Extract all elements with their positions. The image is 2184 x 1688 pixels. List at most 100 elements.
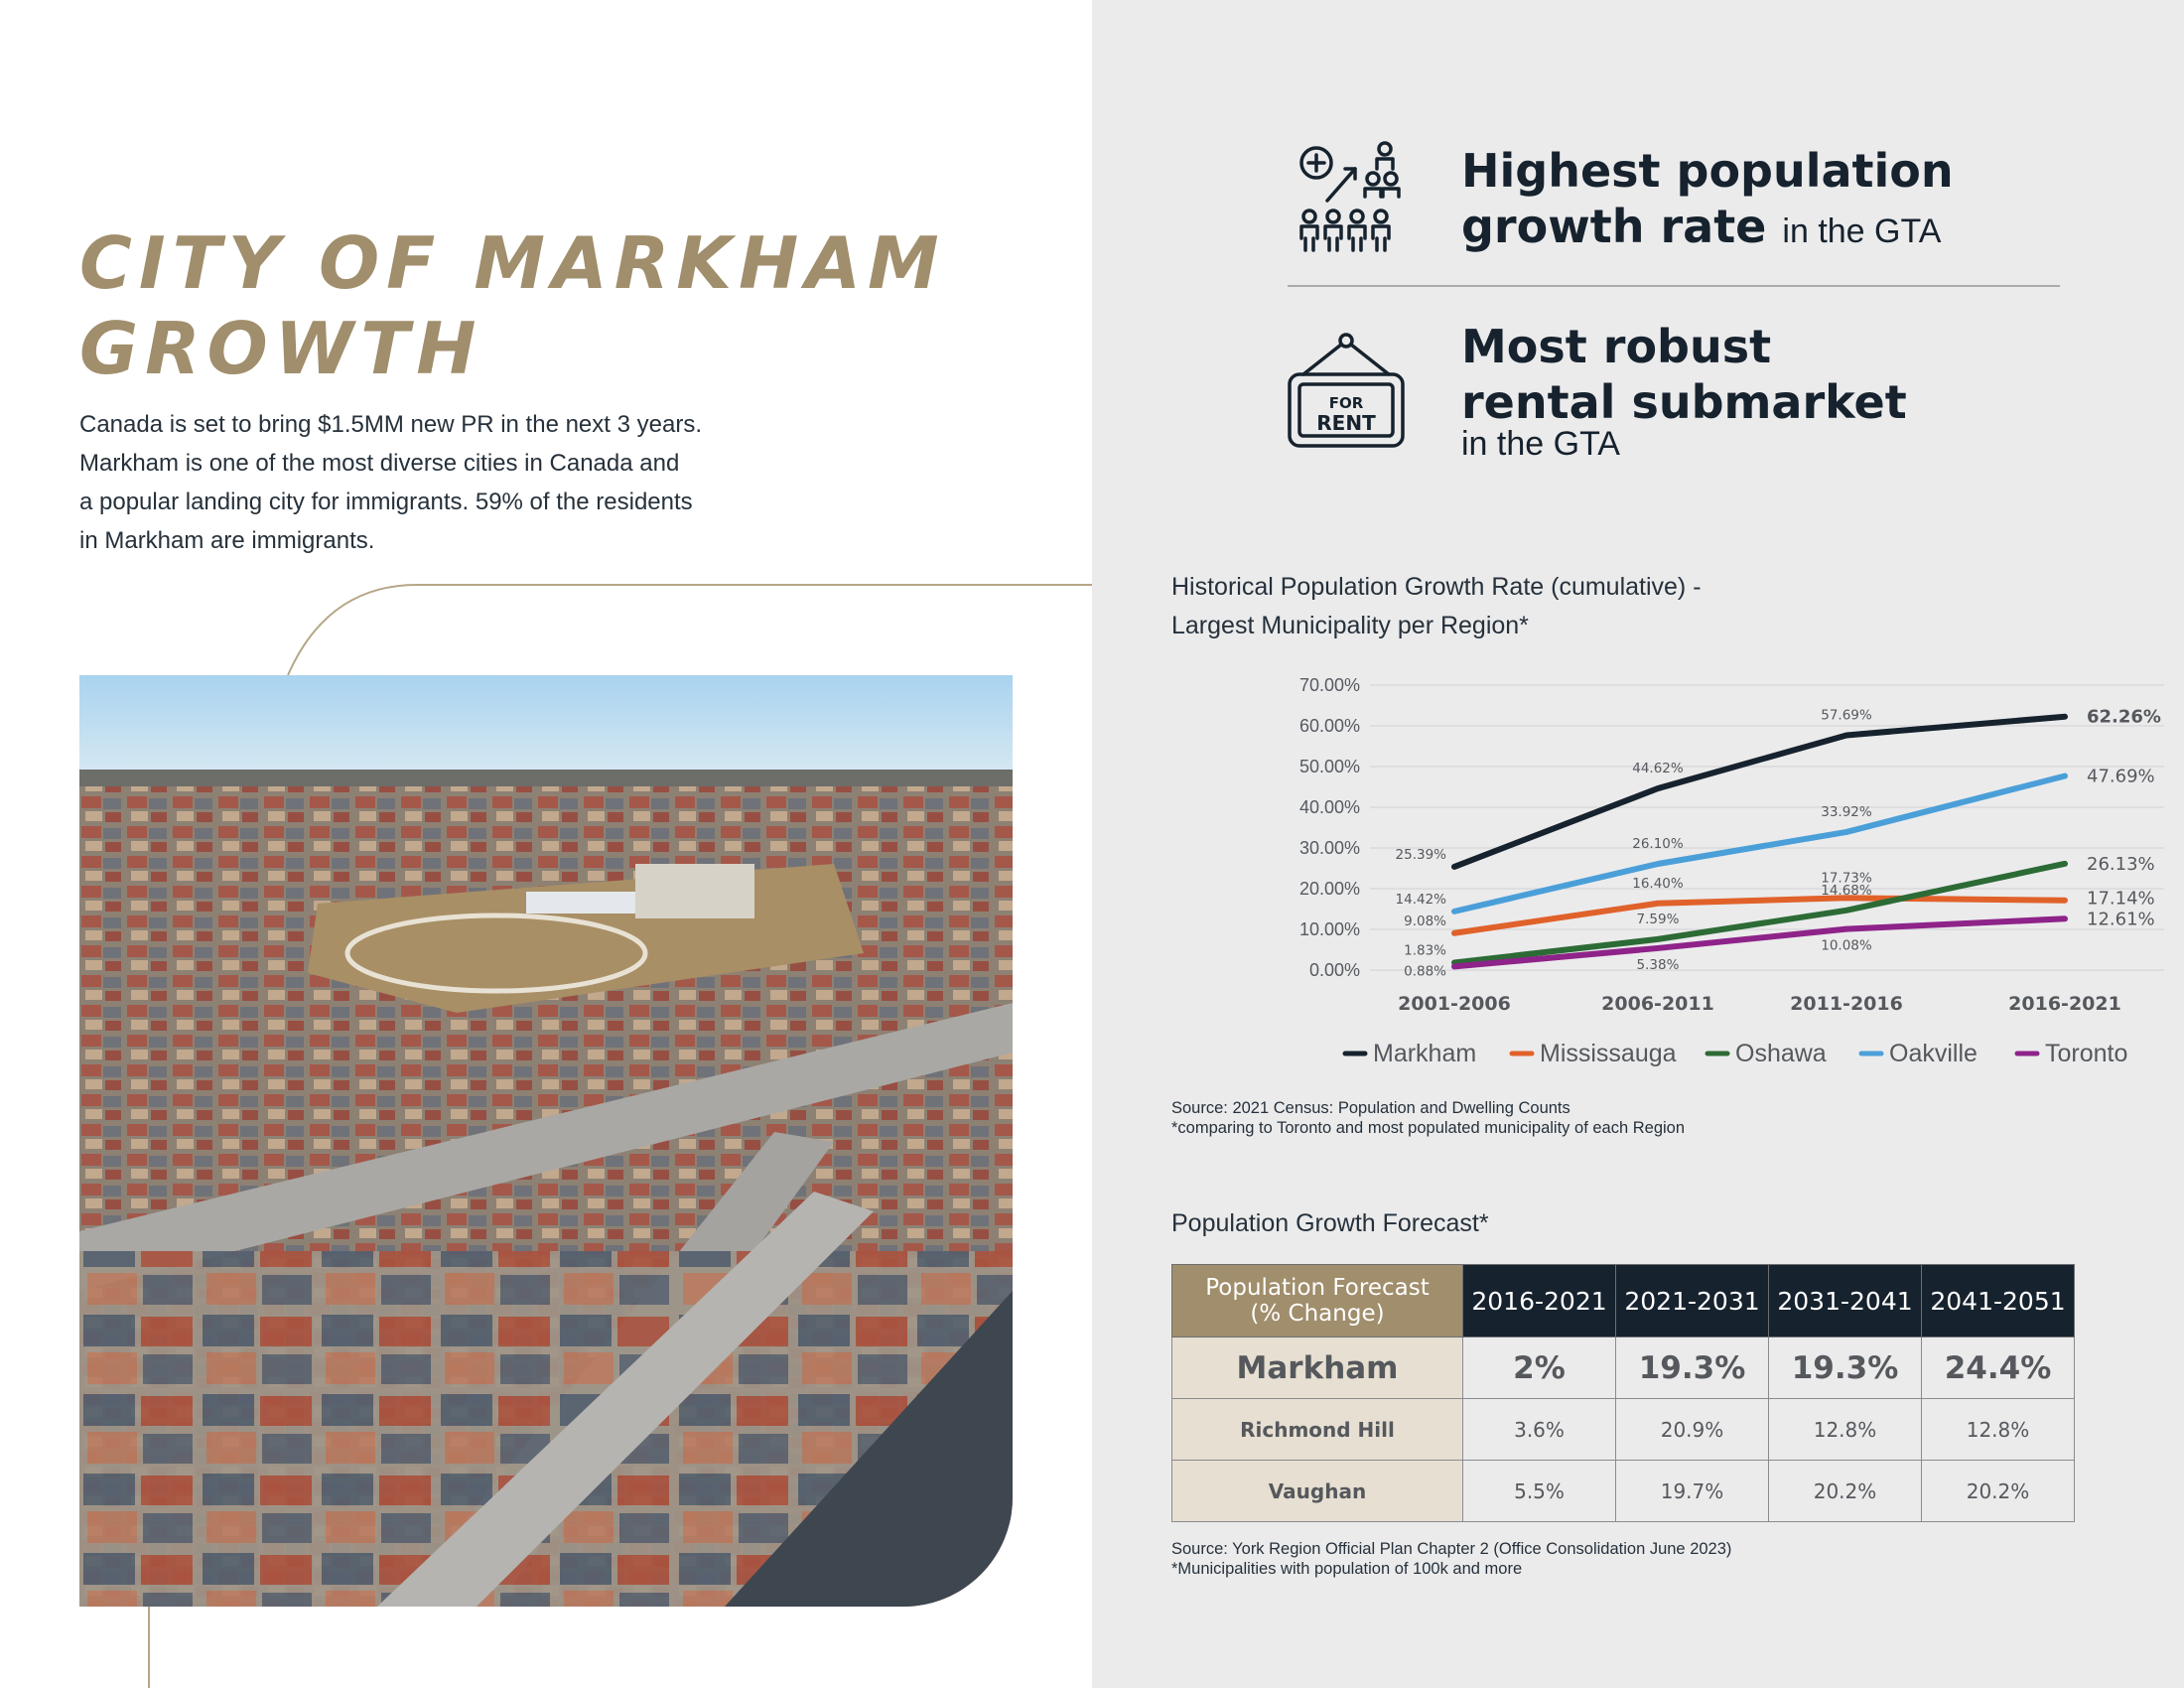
data-label: 10.08% xyxy=(1821,938,1872,954)
feature-heading-line: rental submarket xyxy=(1461,375,1907,429)
forecast-source-note: Source: York Region Official Plan Chapte… xyxy=(1171,1539,1731,1579)
right-panel: Highest population growth rate in the GT… xyxy=(1092,0,2184,1688)
table-cell: 3.6% xyxy=(1462,1398,1616,1461)
data-label: 12.61% xyxy=(2087,909,2155,929)
data-label: 25.39% xyxy=(1396,847,1447,863)
series-line-toronto xyxy=(1451,915,2068,970)
series-line-markham xyxy=(1451,713,2068,870)
data-label: 47.69% xyxy=(2087,766,2155,786)
data-label: 26.13% xyxy=(2087,854,2155,875)
intro-line: Canada is set to bring $1.5MM new PR in … xyxy=(79,411,702,438)
data-label: 17.14% xyxy=(2087,889,2155,910)
table-column-header: 2041-2051 xyxy=(1921,1264,2075,1337)
chart-source-line: *comparing to Toronto and most populated… xyxy=(1171,1119,1686,1137)
sign-text-rent: RENT xyxy=(1316,411,1376,435)
data-label: 62.26% xyxy=(2087,707,2161,728)
intro-line: Markham is one of the most diverse citie… xyxy=(79,450,680,477)
x-axis-tick-label: 2001-2006 xyxy=(1398,993,1511,1015)
population-growth-icon xyxy=(1299,141,1401,252)
corner-header-line: Population Forecast xyxy=(1205,1275,1430,1301)
series-line-mississauga xyxy=(1451,895,2068,936)
table-cell: 19.3% xyxy=(1615,1336,1769,1399)
table-cell: 12.8% xyxy=(1921,1398,2075,1461)
forecast-table-title: Population Growth Forecast* xyxy=(1171,1209,1489,1237)
y-axis-tick-label: 10.00% xyxy=(1299,919,1360,939)
chart-source-note: Source: 2021 Census: Population and Dwel… xyxy=(1171,1098,1685,1138)
x-axis-tick-label: 2006-2011 xyxy=(1601,993,1714,1015)
data-label: 57.69% xyxy=(1821,707,1872,723)
intro-line: in Markham are immigrants. xyxy=(79,527,375,554)
data-label: 5.38% xyxy=(1637,957,1680,973)
table-row-header: Markham xyxy=(1171,1336,1463,1399)
page-title: CITY OF MARKHAM GROWTH xyxy=(79,220,946,391)
data-label: 44.62% xyxy=(1632,761,1684,776)
feature-growth-heading: Highest population growth rate in the GT… xyxy=(1461,143,1954,259)
series-line-oshawa xyxy=(1451,860,2068,966)
y-axis-tick-label: 70.00% xyxy=(1299,675,1360,695)
table-column-header: 2031-2041 xyxy=(1768,1264,1922,1337)
y-axis-tick-label: 30.00% xyxy=(1299,838,1360,858)
legend-label: Toronto xyxy=(2045,1040,2127,1067)
forecast-source-line: Source: York Region Official Plan Chapte… xyxy=(1171,1540,1732,1558)
y-axis-tick-label: 0.00% xyxy=(1309,960,1360,980)
x-axis-tick-label: 2011-2016 xyxy=(1790,993,1903,1015)
table-column-header: 2021-2031 xyxy=(1615,1264,1769,1337)
legend-label: Oakville xyxy=(1889,1040,1978,1067)
data-label: 26.10% xyxy=(1632,836,1684,852)
y-axis-tick-label: 50.00% xyxy=(1299,757,1360,776)
table-row: Richmond Hill 3.6% 20.9% 12.8% 12.8% xyxy=(1171,1398,2075,1461)
data-label: 17.73% xyxy=(1821,870,1872,886)
feature-divider xyxy=(1288,285,2060,287)
table-header-row: Population Forecast (% Change) 2016-2021… xyxy=(1171,1264,2075,1337)
feature-heading-line: growth rate xyxy=(1461,200,1767,253)
data-label: 14.68% xyxy=(1821,883,1872,899)
table-corner-header: Population Forecast (% Change) xyxy=(1171,1264,1463,1337)
table-cell: 20.2% xyxy=(1921,1460,2075,1522)
table-cell: 5.5% xyxy=(1462,1460,1616,1522)
legend-label: Oshawa xyxy=(1735,1040,1827,1067)
table-cell: 19.7% xyxy=(1615,1460,1769,1522)
aerial-photo-illustration xyxy=(79,675,1013,1607)
feature-heading-line: Most robust xyxy=(1461,320,1772,373)
data-label: 0.88% xyxy=(1404,963,1446,979)
y-axis-tick-label: 40.00% xyxy=(1299,797,1360,817)
x-axis-tick-label: 2016-2021 xyxy=(2008,993,2121,1015)
left-panel: CITY OF MARKHAM GROWTH Canada is set to … xyxy=(79,220,1092,1688)
feature-rental-heading: Most robust rental submarket xyxy=(1461,319,1907,430)
data-label: 14.42% xyxy=(1396,892,1447,908)
table-row-header: Vaughan xyxy=(1171,1460,1463,1522)
feature-heading-line: Highest population xyxy=(1461,144,1954,198)
page-title-line: GROWTH xyxy=(79,307,483,390)
table-cell: 2% xyxy=(1462,1336,1616,1399)
chart-title: Historical Population Growth Rate (cumul… xyxy=(1171,568,1702,645)
for-rent-sign-icon: FOR RENT xyxy=(1288,333,1405,448)
population-growth-line-chart: 0.00% 10.00% 20.00% 30.00% 40.00% 50.00% 60.00… xyxy=(1299,675,2164,1067)
intro-paragraph: Canada is set to bring $1.5MM new PR in … xyxy=(79,405,834,560)
table-row-header: Richmond Hill xyxy=(1171,1398,1463,1461)
chart-source-line: Source: 2021 Census: Population and Dwel… xyxy=(1171,1099,1570,1117)
decorative-curve-line xyxy=(148,584,1092,1688)
data-label: 1.83% xyxy=(1404,942,1446,958)
series-line-oakville xyxy=(1451,773,2068,914)
table-cell: 19.3% xyxy=(1768,1336,1922,1399)
data-label: 33.92% xyxy=(1821,804,1872,820)
table-row: Vaughan 5.5% 19.7% 20.2% 20.2% xyxy=(1171,1460,2075,1522)
population-forecast-table: Population Forecast (% Change) 2016-2021… xyxy=(1171,1264,2075,1522)
y-axis-tick-label: 60.00% xyxy=(1299,716,1360,736)
chart-title-line: Largest Municipality per Region* xyxy=(1171,612,1529,639)
corner-header-line: (% Change) xyxy=(1250,1301,1385,1327)
table-cell: 12.8% xyxy=(1768,1398,1922,1461)
feature-suffix: in the GTA xyxy=(1782,212,1942,250)
legend-label: Mississauga xyxy=(1540,1040,1677,1067)
table-cell: 20.2% xyxy=(1768,1460,1922,1522)
page-title-line: CITY OF MARKHAM xyxy=(79,221,946,305)
forecast-source-line: *Municipalities with population of 100k … xyxy=(1171,1560,1523,1578)
chart-title-line: Historical Population Growth Rate (cumul… xyxy=(1171,573,1702,601)
data-label: 16.40% xyxy=(1632,876,1684,892)
sign-text-for: FOR xyxy=(1329,394,1364,412)
data-label: 9.08% xyxy=(1404,914,1446,929)
table-row: Markham 2% 19.3% 19.3% 24.4% xyxy=(1171,1336,2075,1399)
feature-rental-subtext: in the GTA xyxy=(1461,425,1620,463)
table-cell: 20.9% xyxy=(1615,1398,1769,1461)
intro-line: a popular landing city for immigrants. 5… xyxy=(79,489,693,515)
